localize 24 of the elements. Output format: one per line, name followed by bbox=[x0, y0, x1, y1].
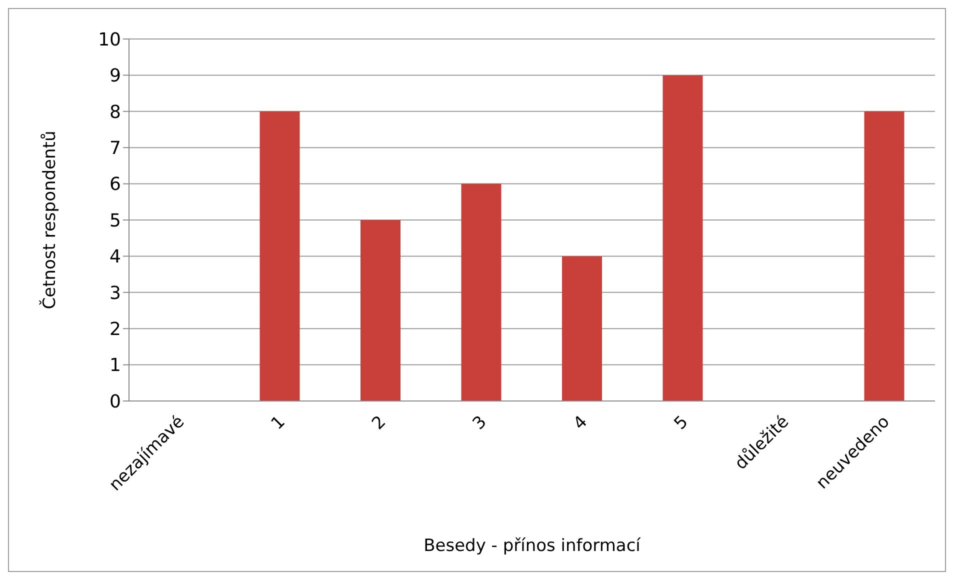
y-tick-label: 7 bbox=[110, 138, 121, 159]
bar bbox=[461, 184, 502, 401]
y-tick-label: 5 bbox=[110, 210, 121, 232]
y-tick-label: 9 bbox=[110, 66, 121, 87]
bar bbox=[360, 220, 400, 401]
x-tick-label: 5 bbox=[670, 412, 692, 434]
y-tick-label: 2 bbox=[110, 318, 121, 340]
y-tick-label: 8 bbox=[110, 102, 121, 123]
x-axis-title: Besedy - přínos informací bbox=[424, 536, 642, 556]
x-tick-label: 2 bbox=[368, 412, 390, 434]
y-tick-label: 6 bbox=[110, 174, 121, 196]
x-tick-label: 1 bbox=[268, 412, 290, 434]
y-tick-label: 10 bbox=[98, 29, 121, 50]
bar bbox=[562, 256, 602, 401]
y-tick-label: 4 bbox=[110, 246, 121, 268]
x-tick-label: 4 bbox=[570, 412, 592, 434]
x-tick-label: 3 bbox=[469, 412, 491, 434]
bar bbox=[260, 111, 300, 401]
y-tick-label: 0 bbox=[110, 391, 121, 412]
bar bbox=[662, 75, 703, 401]
bar bbox=[864, 111, 904, 401]
y-tick-label: 1 bbox=[110, 355, 121, 376]
y-tick-label: 3 bbox=[110, 282, 121, 304]
y-axis-title: Četnost respondentů bbox=[39, 130, 60, 310]
